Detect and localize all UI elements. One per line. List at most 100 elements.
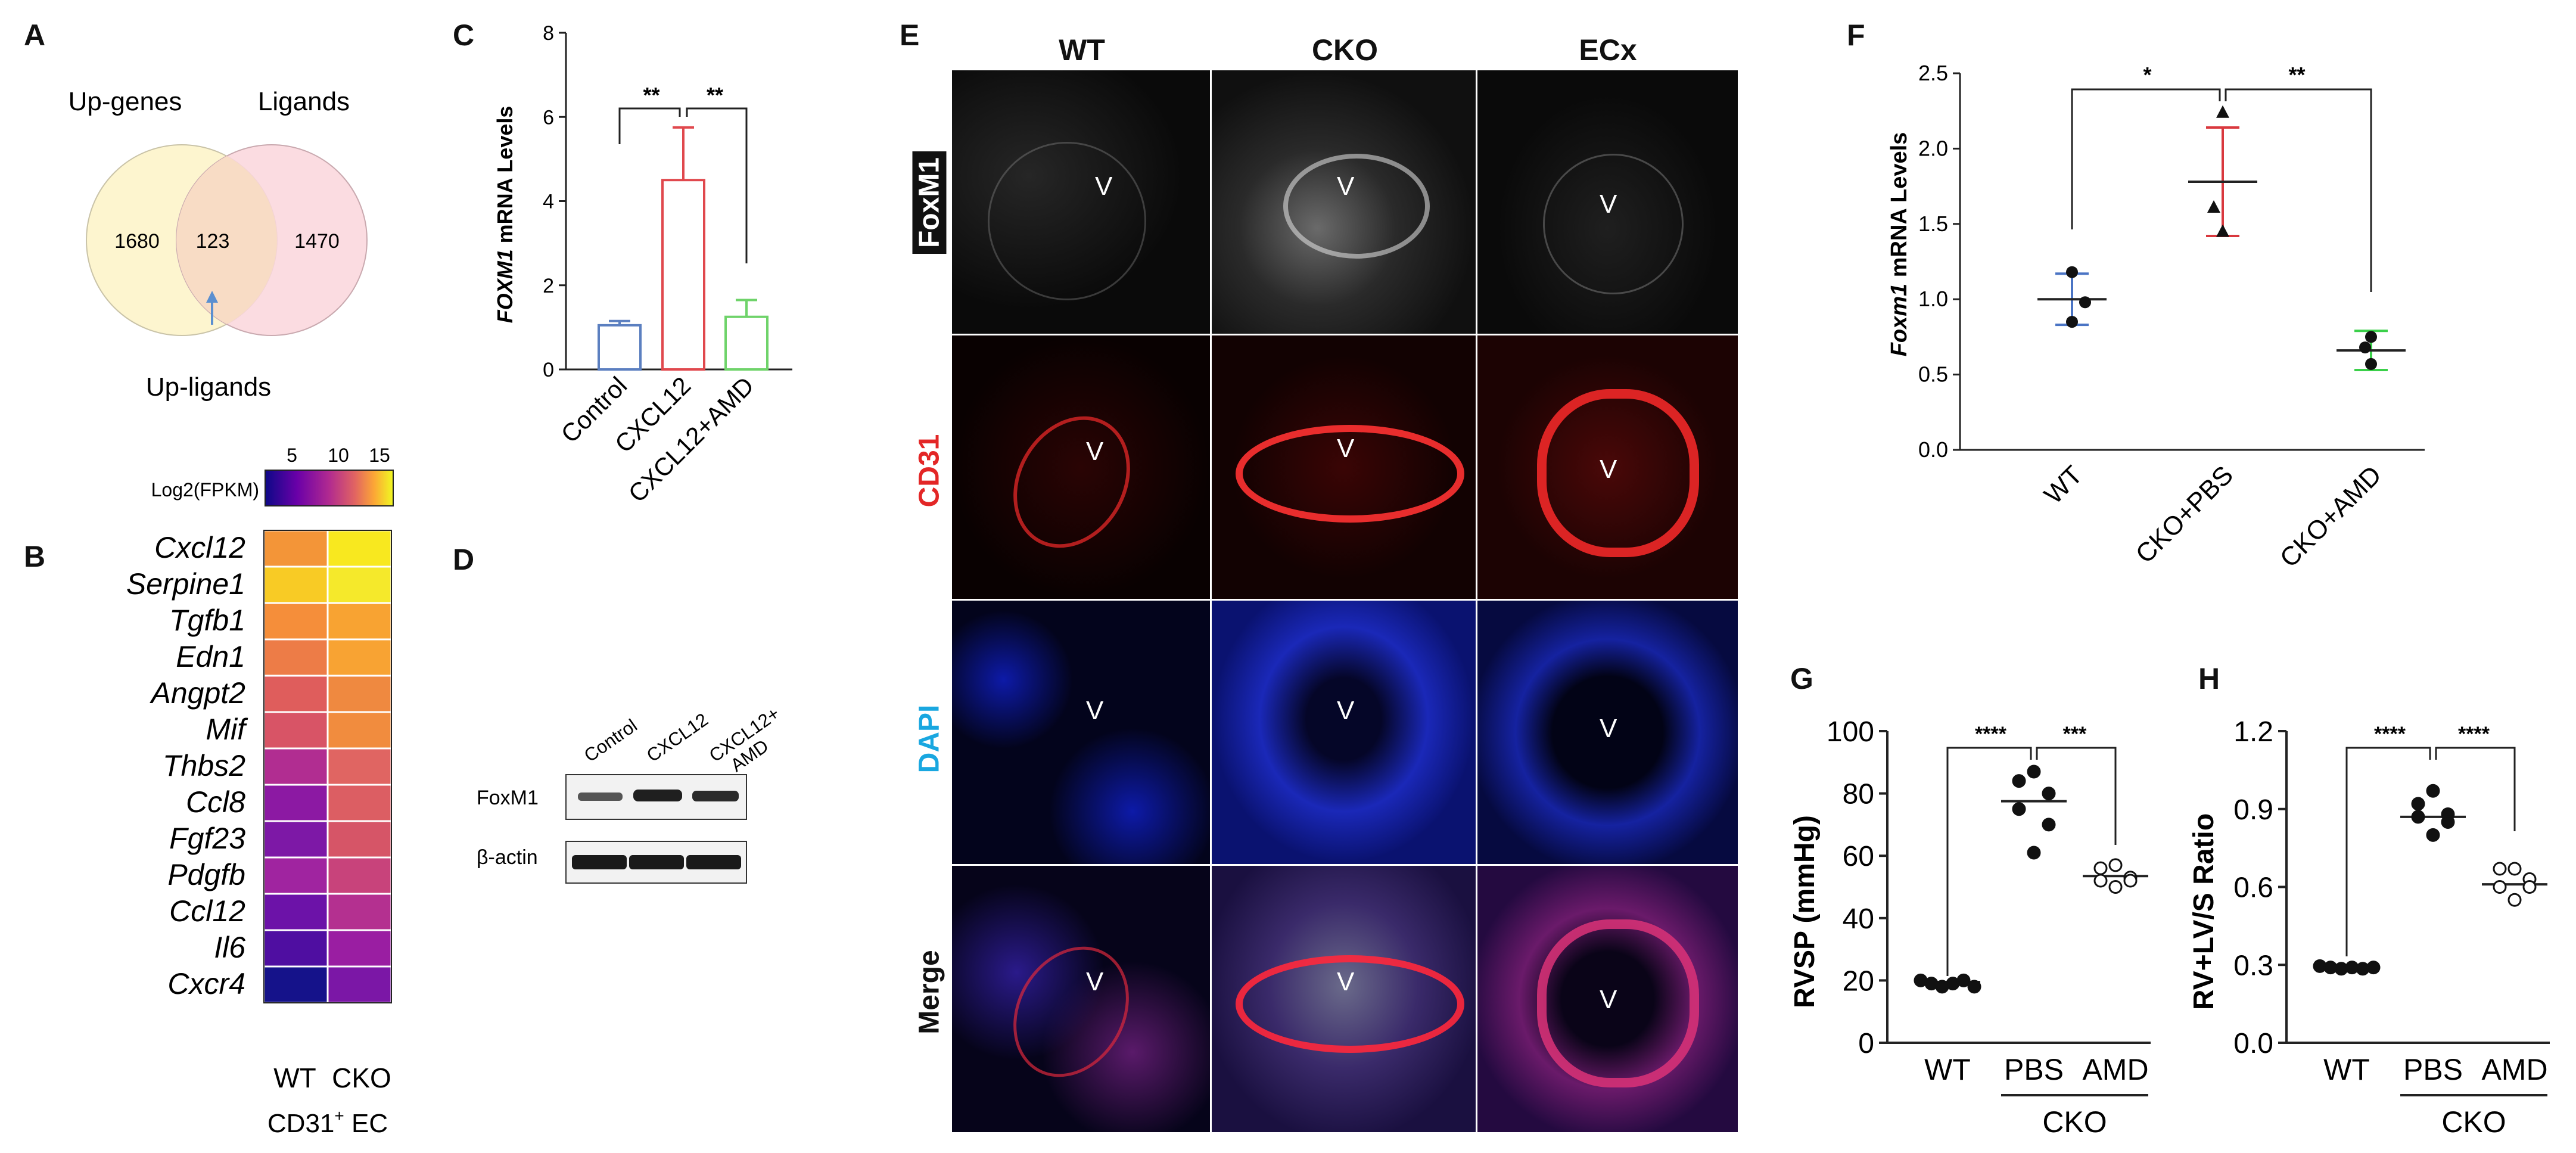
c-bar-0 xyxy=(598,324,642,371)
f-point-2-1 xyxy=(2359,341,2371,354)
foxm1-scatter-points xyxy=(2037,105,2406,372)
rvsp-significance: **** *** xyxy=(1946,723,2117,976)
heatmap-cell-ccl8-wt xyxy=(263,784,329,822)
g-point-1-4 xyxy=(2042,818,2056,832)
h-ytick-label-0: 0.0 xyxy=(2233,1028,2273,1059)
f-bracket-2 xyxy=(2225,88,2372,292)
g-ytick-label-5: 100 xyxy=(1827,716,1874,748)
gene-label-angpt2: Angpt2 xyxy=(150,676,246,710)
h-xtick-label-0: WT xyxy=(2323,1053,2370,1086)
h-group-label: CKO xyxy=(2441,1105,2506,1139)
if-wt-merge: V xyxy=(952,866,1210,1132)
g-bracket-2 xyxy=(2036,747,2117,845)
f-xtick-label-0: WT xyxy=(2039,460,2088,509)
heatmap-cell-fgf23-wt xyxy=(263,820,329,859)
venn-left-title: Up-genes xyxy=(69,87,182,116)
c-sig-1: ** xyxy=(643,83,659,107)
rvsp-ylabel: RVSP (mmHg) xyxy=(1789,815,1821,1008)
g-ytick-label-3: 60 xyxy=(1843,841,1874,872)
heatmap-x-caption: CD31+ EC xyxy=(267,1107,388,1138)
gene-label-serpine1: Serpine1 xyxy=(126,567,245,601)
if-ecx-foxm1: V xyxy=(1477,70,1738,334)
if-col-ecx: ECx xyxy=(1579,33,1637,67)
foxm1-scatter-significance: * ** xyxy=(2071,63,2372,292)
g-point-2-0 xyxy=(2108,858,2123,872)
g-ytick-label-0: 0 xyxy=(1858,1028,1874,1059)
if-ecx-cd31: V xyxy=(1477,335,1738,599)
bar-chart-bars xyxy=(598,126,769,371)
heatmap-cell-tgfb1-cko xyxy=(326,602,393,641)
heatmap-col-cko: CKO xyxy=(332,1062,391,1093)
g-point-1-2 xyxy=(2042,787,2056,801)
gene-label-ccl12: Ccl12 xyxy=(169,894,245,928)
if-col-wt: WT xyxy=(1059,33,1105,67)
bar-chart-significance: ** ** xyxy=(618,83,748,263)
bar-chart-foxm1: FOXM1 mRNA Levels 02468ControlCXCL12CXCL… xyxy=(493,22,792,508)
heatmap-cell-ccl12-wt xyxy=(263,893,329,931)
band-actin-amd xyxy=(686,855,741,869)
heatmap-cell-thbs2-cko xyxy=(326,747,393,786)
f-point-1-1 xyxy=(2207,200,2220,213)
h-point-1-5 xyxy=(2426,828,2440,842)
heatmap-cell-cxcr4-wt xyxy=(263,965,329,1004)
ratio-scatter: RV+LV/S Ratio 0.0 0.3 0.6 0.9 1.2 WT PBS AMD CKO… xyxy=(2188,716,2550,1139)
venn-left-count: 1680 xyxy=(114,230,160,253)
g-sig-1: **** xyxy=(1975,723,2007,745)
if-cko-merge: V xyxy=(1212,866,1476,1132)
if-wt-foxm1: V xyxy=(952,70,1210,334)
band-actin-cxcl12 xyxy=(629,855,684,869)
heatmap-cell-mif-wt xyxy=(263,711,329,750)
venn-overlap xyxy=(176,156,277,324)
rvsp-points xyxy=(1914,764,2148,994)
g-ytick-label-2: 40 xyxy=(1843,903,1874,935)
heatmap-cell-edn1-cko xyxy=(326,638,393,677)
panel-a-label: A xyxy=(24,18,46,52)
blot-label-actin: β-actin xyxy=(477,846,538,869)
g-point-2-4 xyxy=(2123,874,2138,888)
if-row-cd31: CD31 xyxy=(913,434,945,508)
c-ytick-label-4: 4 xyxy=(543,191,554,213)
panel-h-label: H xyxy=(2198,662,2220,695)
heatmap-cell-fgf23-cko xyxy=(326,820,393,859)
panel-d-label: D xyxy=(453,543,475,576)
g-point-0-4 xyxy=(1956,973,1971,987)
gene-label-il6: Il6 xyxy=(214,931,245,964)
f-bracket-1 xyxy=(2071,88,2221,229)
g-xtick-label-1: PBS xyxy=(2004,1053,2064,1086)
band-actin-control xyxy=(572,855,627,869)
heatmap-cell-cxcl12-cko xyxy=(326,529,393,568)
f-xtick-label-1: CKO+PBS xyxy=(2130,460,2239,568)
f-point-0-0 xyxy=(2066,266,2078,278)
panel-b-label: B xyxy=(24,540,46,573)
c-sig-2: ** xyxy=(707,83,723,107)
h-point-1-3 xyxy=(2411,810,2425,824)
h-bracket-2 xyxy=(2435,747,2516,831)
ratio-significance: **** **** xyxy=(2345,723,2516,956)
gene-label-mif: Mif xyxy=(206,713,248,746)
g-bracket-1 xyxy=(1946,747,2032,976)
if-wt-dapi: V xyxy=(952,601,1210,864)
if-image-grid: V V V V V V V V V V V V xyxy=(952,70,1738,1132)
if-row-foxm1: FoxM1 xyxy=(912,151,947,254)
g-point-1-0 xyxy=(2027,764,2041,779)
c-bar-2 xyxy=(724,315,769,371)
f-sig-2: ** xyxy=(2288,63,2305,87)
heatmap-cell-ccl8-cko xyxy=(326,784,393,822)
h-point-2-0 xyxy=(2507,862,2522,876)
if-cko-cd31: V xyxy=(1212,335,1476,599)
g-point-2-3 xyxy=(2093,874,2108,888)
h-bracket-1 xyxy=(2345,747,2431,956)
venn-overlap-count: 123 xyxy=(196,230,230,253)
foxm1-scatter-axes: 0.0 0.5 1.0 1.5 2.0 2.5 WT CKO+PBS CKO+AMD xyxy=(1918,61,2425,573)
f-point-0-2 xyxy=(2066,316,2078,328)
c-bracket-2 xyxy=(686,107,748,263)
g-ytick-label-1: 20 xyxy=(1843,965,1874,997)
legend-tick-10: 10 xyxy=(328,445,349,466)
gene-label-thbs2: Thbs2 xyxy=(163,749,245,782)
h-ytick-label-3: 0.9 xyxy=(2233,794,2273,826)
blot-label-foxm1: FoxM1 xyxy=(477,787,539,809)
h-point-1-4 xyxy=(2441,815,2455,829)
h-xtick-label-2: AMD xyxy=(2481,1053,2547,1086)
venn-right-title: Ligands xyxy=(258,87,350,116)
